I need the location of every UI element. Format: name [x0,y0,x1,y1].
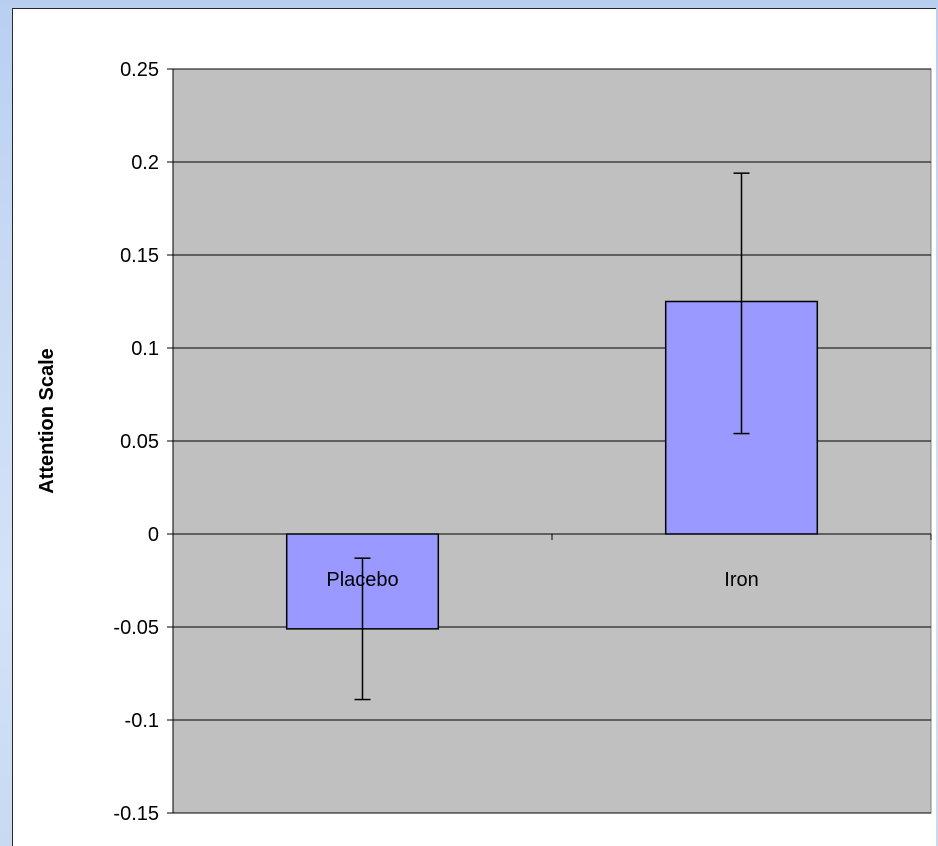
category-label: Iron [724,569,758,591]
bar-chart: 0.25 0.2 0.15 0.1 0.05 0 -0.05 -0.1 -0.15 Placeb… [36,59,932,825]
axes [172,69,932,813]
category-labels: Placebo Iron [326,569,758,591]
category-label: Placebo [326,569,398,591]
y-tick-label: 0.25 [120,59,159,81]
gridlines [173,68,931,814]
error-bars [354,172,750,701]
y-tick-label: 0.05 [120,431,159,453]
chart-panel: 0.25 0.2 0.15 0.1 0.05 0 -0.05 -0.1 -0.15 Placeb… [12,8,936,846]
y-tick-label: -0.15 [113,803,159,825]
y-tick-label: 0.2 [131,152,159,174]
y-axis-label: Attention Scale [36,348,58,494]
y-tick-label: -0.1 [125,710,159,732]
y-tick-label: 0 [148,524,159,546]
y-tick-label: 0.1 [131,338,159,360]
y-axis-ticks: 0.25 0.2 0.15 0.1 0.05 0 -0.05 -0.1 -0.15 [113,59,173,825]
y-tick-label: 0.15 [120,245,159,267]
y-tick-label: -0.05 [113,617,159,639]
